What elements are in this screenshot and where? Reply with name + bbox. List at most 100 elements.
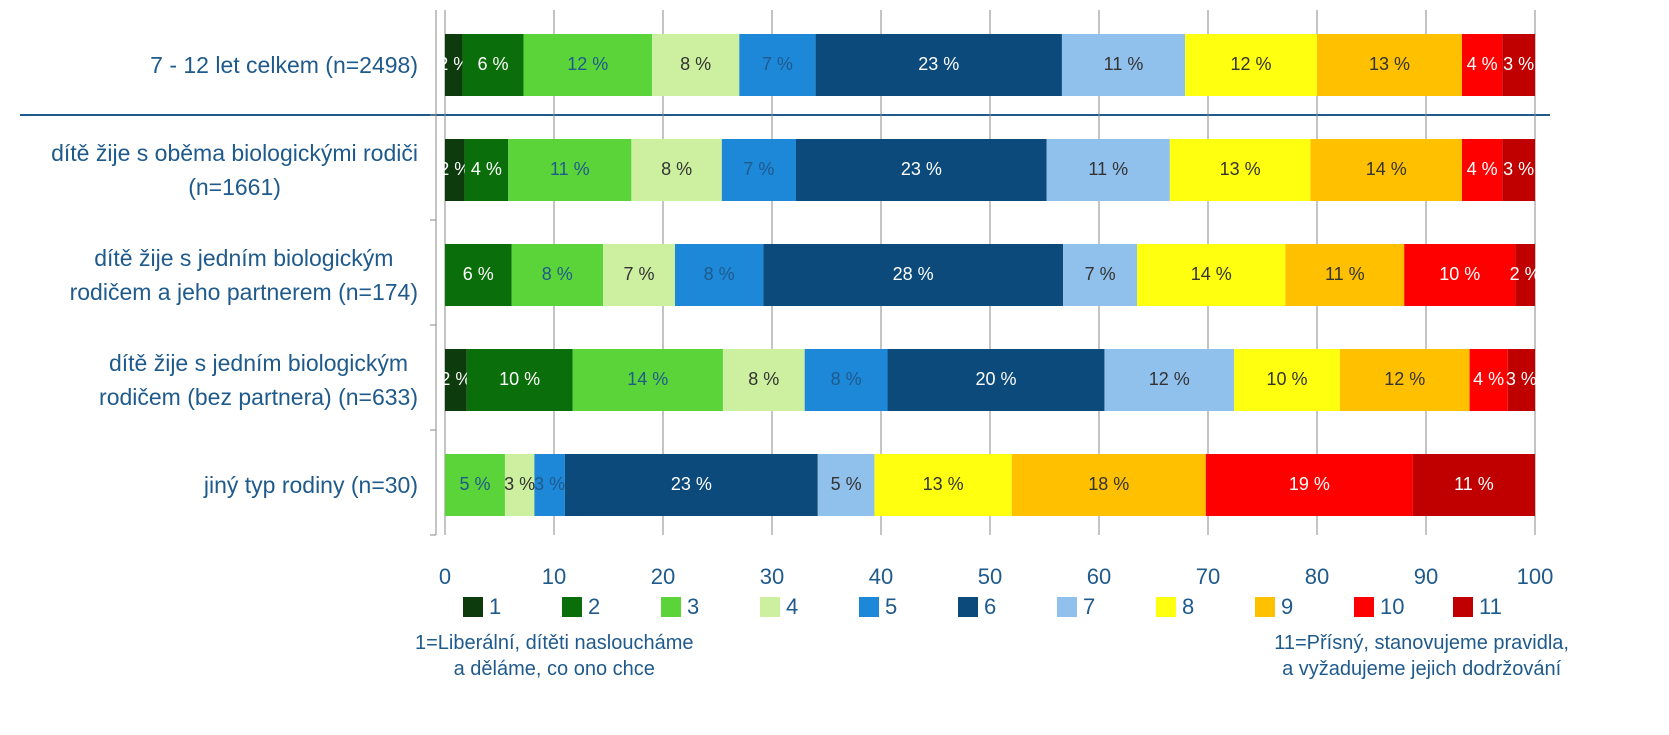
x-tick-label: 70 bbox=[1196, 564, 1220, 589]
bar-segment bbox=[652, 34, 740, 96]
legend-label: 1 bbox=[489, 594, 501, 619]
bar-segment bbox=[445, 244, 512, 306]
value-label: 13 % bbox=[1369, 54, 1410, 74]
bar-segment bbox=[1234, 349, 1340, 411]
legend-note: 11=Přísný, stanovujeme pravidla, a vyžad… bbox=[1274, 632, 1569, 680]
value-label: 8 % bbox=[661, 159, 692, 179]
value-label: 23 % bbox=[918, 54, 959, 74]
value-label: 11 % bbox=[1454, 474, 1494, 494]
value-label: 28 % bbox=[893, 264, 934, 284]
bar-segment bbox=[1502, 139, 1535, 201]
legend-label: 4 bbox=[786, 594, 798, 619]
bar-segment bbox=[739, 34, 816, 96]
bar-segment bbox=[722, 349, 805, 411]
legend-label: 5 bbox=[885, 594, 897, 619]
value-label: 8 % bbox=[704, 264, 735, 284]
legend-label: 10 bbox=[1380, 594, 1404, 619]
bar-segment bbox=[721, 139, 796, 201]
bar-segment bbox=[504, 454, 535, 516]
value-label: 11 % bbox=[1088, 159, 1128, 179]
bar-segment bbox=[1285, 244, 1405, 306]
bar-segment bbox=[523, 34, 653, 96]
bar-segment bbox=[1061, 34, 1186, 96]
x-tick-label: 10 bbox=[542, 564, 566, 589]
value-label: 5 % bbox=[459, 474, 490, 494]
bar-segment bbox=[1317, 34, 1462, 96]
bar-segment bbox=[804, 349, 888, 411]
bar-segment bbox=[564, 454, 818, 516]
value-label: 11 % bbox=[1104, 54, 1144, 74]
bar-segment bbox=[508, 139, 632, 201]
value-label: 4 % bbox=[1473, 369, 1504, 389]
value-label: 12 % bbox=[1231, 54, 1272, 74]
value-label: 10 % bbox=[499, 369, 540, 389]
bar-segment bbox=[1412, 454, 1535, 516]
bar-segment bbox=[631, 139, 722, 201]
value-label: 8 % bbox=[542, 264, 573, 284]
value-label: 3 % bbox=[534, 474, 565, 494]
category-label: dítě žije s oběma biologickými rodiči (n… bbox=[51, 140, 418, 200]
value-label: 14 % bbox=[1191, 264, 1232, 284]
bar-segment bbox=[1046, 139, 1170, 201]
x-tick-label: 30 bbox=[760, 564, 784, 589]
bar-segment bbox=[445, 349, 467, 411]
legend-swatch bbox=[661, 597, 681, 617]
value-label: 13 % bbox=[923, 474, 964, 494]
value-label: 12 % bbox=[1149, 369, 1190, 389]
x-tick-label: 50 bbox=[978, 564, 1002, 589]
x-tick-label: 40 bbox=[869, 564, 893, 589]
legend-label: 11 bbox=[1479, 594, 1502, 619]
x-tick-label: 20 bbox=[651, 564, 675, 589]
bar-segment bbox=[534, 454, 565, 516]
value-label: 8 % bbox=[680, 54, 711, 74]
legend-swatch bbox=[1255, 597, 1275, 617]
bar-segment bbox=[1185, 34, 1317, 96]
value-label: 4 % bbox=[1467, 54, 1498, 74]
value-label: 11 % bbox=[1325, 264, 1365, 284]
bar-segment bbox=[1104, 349, 1235, 411]
value-label: 4 % bbox=[1467, 159, 1498, 179]
bar-segment bbox=[795, 139, 1047, 201]
category-label: dítě žije s jedním biologickým rodičem a… bbox=[69, 245, 418, 305]
bar-segment bbox=[1011, 454, 1206, 516]
value-label: 14 % bbox=[1366, 159, 1407, 179]
value-label: 2 % bbox=[440, 369, 471, 389]
legend-swatch bbox=[1453, 597, 1473, 617]
bar-segment bbox=[1310, 139, 1462, 201]
bar-segment bbox=[1515, 244, 1535, 306]
value-label: 12 % bbox=[567, 54, 608, 74]
value-label: 2 % bbox=[439, 159, 470, 179]
legend-swatch bbox=[463, 597, 483, 617]
x-tick-label: 90 bbox=[1414, 564, 1438, 589]
bar-segment bbox=[1137, 244, 1286, 306]
bar-segment bbox=[445, 454, 505, 516]
value-label: 3 % bbox=[1503, 159, 1534, 179]
bar-segment bbox=[815, 34, 1062, 96]
bar-segment bbox=[511, 244, 604, 306]
bar-segment bbox=[1461, 139, 1503, 201]
legend-swatch bbox=[859, 597, 879, 617]
bar-segment bbox=[674, 244, 764, 306]
legend-label: 2 bbox=[588, 594, 600, 619]
x-tick-label: 60 bbox=[1087, 564, 1111, 589]
bar-segment bbox=[817, 454, 875, 516]
value-label: 10 % bbox=[1267, 369, 1308, 389]
bar-segment bbox=[1507, 349, 1535, 411]
bar-segment bbox=[464, 139, 509, 201]
value-label: 6 % bbox=[463, 264, 494, 284]
bar-segment bbox=[445, 34, 463, 96]
bar-segment bbox=[572, 349, 723, 411]
value-label: 18 % bbox=[1088, 474, 1129, 494]
bar-segment bbox=[445, 139, 465, 201]
bar-segment bbox=[1063, 244, 1138, 306]
legend-swatch bbox=[1156, 597, 1176, 617]
category-label: dítě žije s jedním biologickým rodičem (… bbox=[99, 350, 418, 410]
value-label: 20 % bbox=[975, 369, 1016, 389]
bar-segment bbox=[1169, 139, 1311, 201]
x-tick-label: 0 bbox=[439, 564, 451, 589]
bar-segment bbox=[1205, 454, 1413, 516]
legend-label: 9 bbox=[1281, 594, 1293, 619]
value-label: 19 % bbox=[1289, 474, 1330, 494]
value-label: 8 % bbox=[831, 369, 862, 389]
